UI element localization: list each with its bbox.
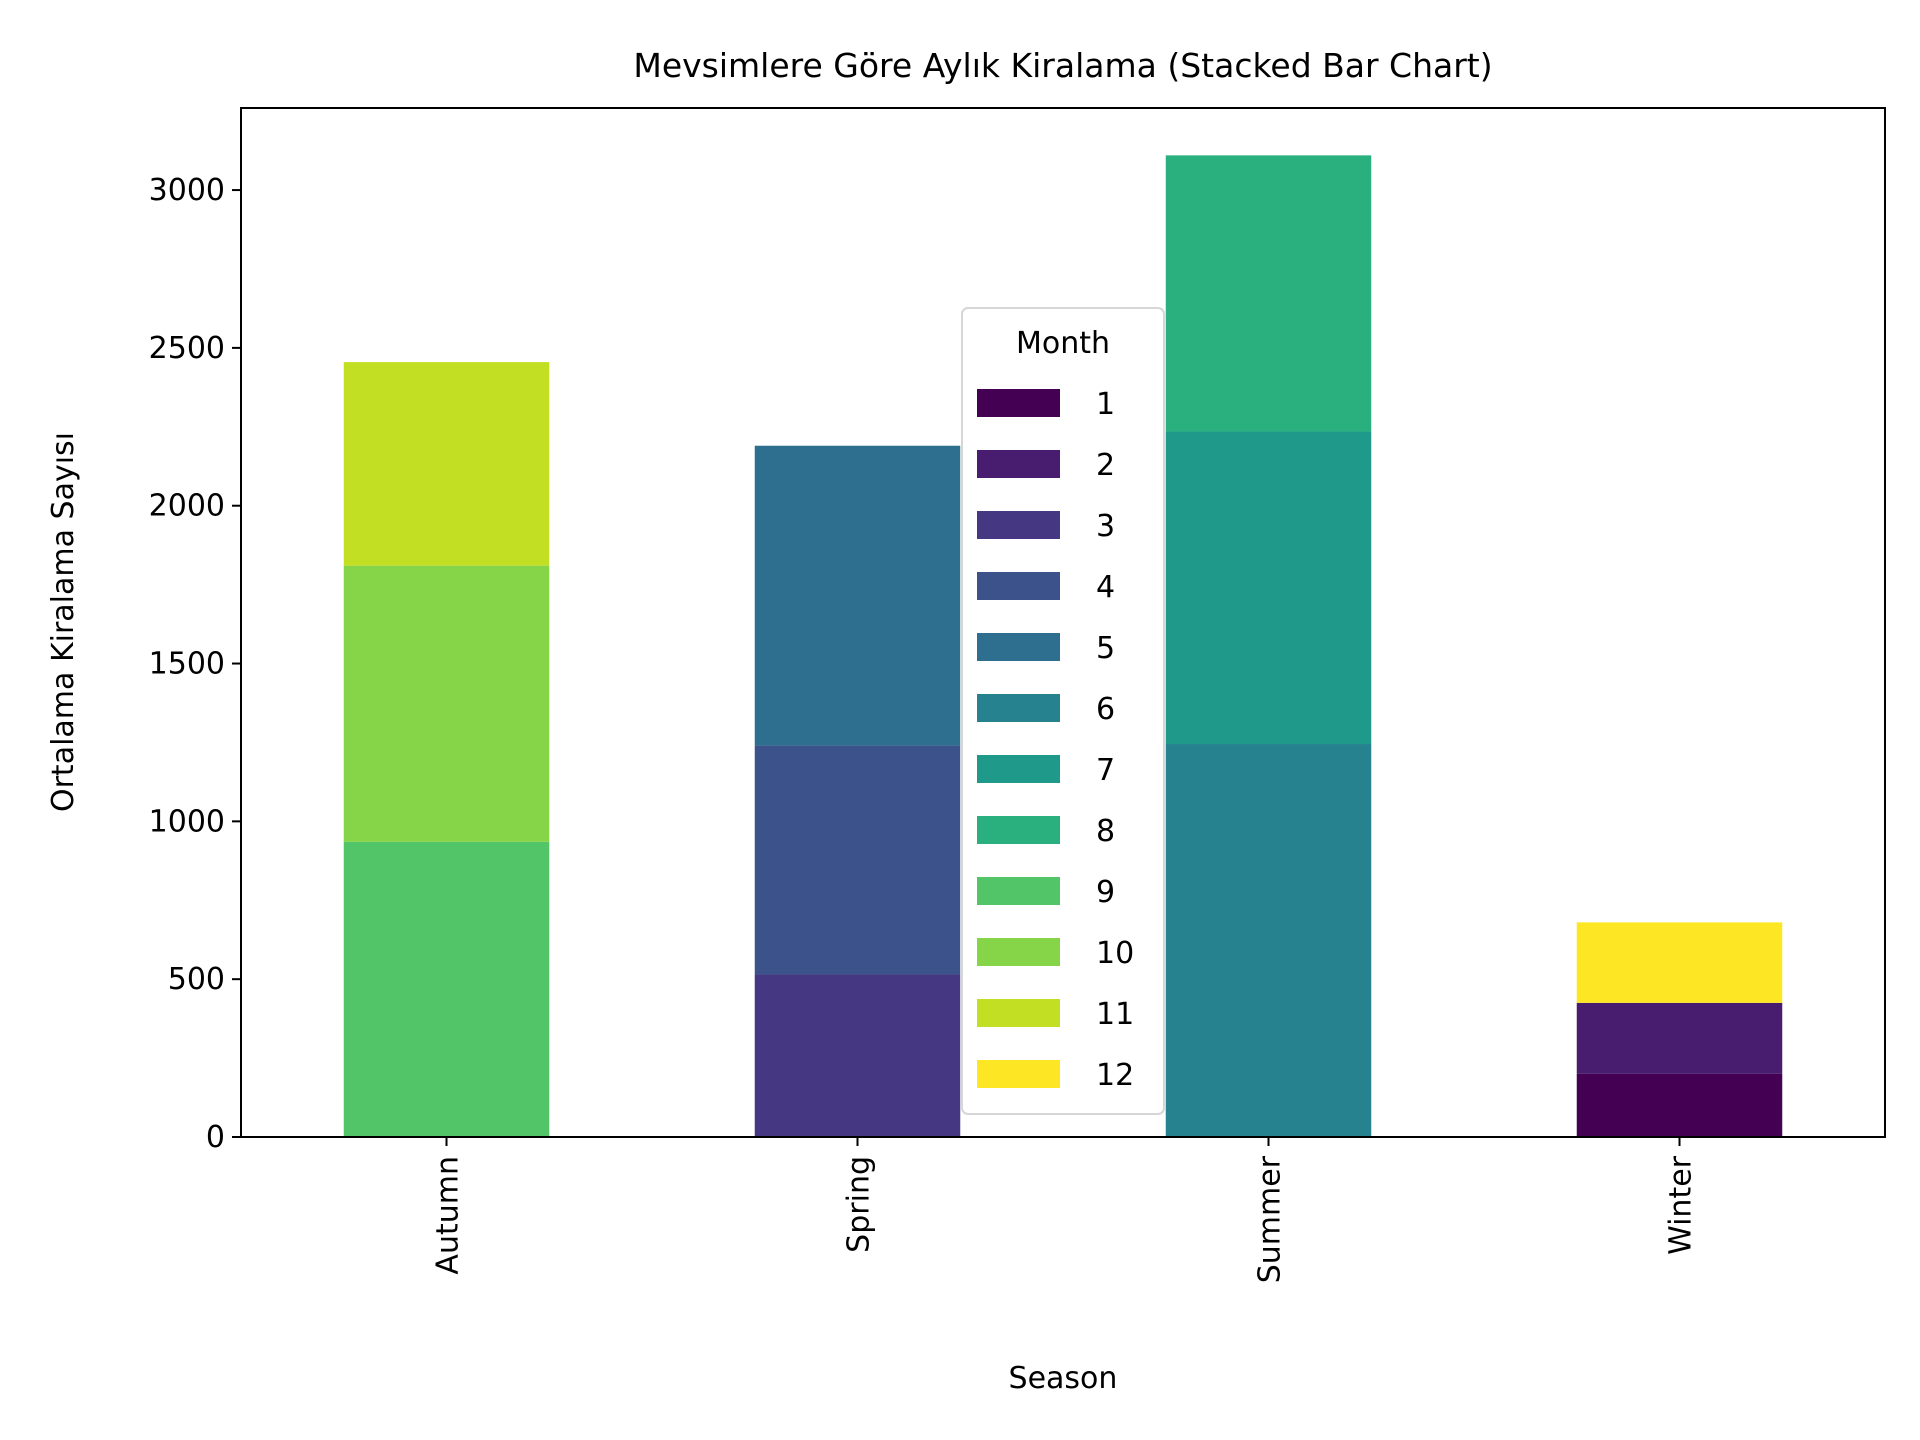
y-tick-label: 500 [168, 962, 225, 997]
legend-label-month-6: 6 [1096, 692, 1115, 727]
y-tick-label: 3000 [149, 173, 225, 208]
legend-swatch-month-4 [977, 572, 1060, 600]
legend-swatch-month-5 [977, 633, 1060, 661]
legend-label-month-2: 2 [1096, 448, 1115, 483]
y-axis-label: Ortalama Kiralama Sayısı [46, 432, 81, 812]
legend-frame [961, 307, 1165, 1115]
legend-label-month-7: 7 [1096, 753, 1115, 788]
legend-label-month-8: 8 [1096, 814, 1115, 849]
legend-swatch-month-7 [977, 755, 1060, 783]
legend-label-month-9: 9 [1096, 875, 1115, 910]
legend-swatch-month-12 [977, 1060, 1060, 1088]
legend-label-month-12: 12 [1096, 1058, 1134, 1093]
legend-label-month-10: 10 [1096, 936, 1134, 971]
bar-segment-autumn-month-9 [343, 841, 550, 1137]
y-tick-label: 1000 [149, 804, 225, 839]
x-tick-label: Summer [1253, 1155, 1288, 1283]
legend-swatch-month-8 [977, 816, 1060, 844]
y-tick-label: 1500 [149, 647, 225, 682]
bar-segment-autumn-month-11 [343, 362, 550, 566]
bar-segment-winter-month-12 [1576, 922, 1783, 1003]
bar-segment-summer-month-6 [1165, 744, 1372, 1137]
legend-swatch-month-10 [977, 938, 1060, 966]
y-tick-label: 2000 [149, 489, 225, 524]
bar-segment-autumn-month-10 [343, 565, 550, 842]
legend-label-month-5: 5 [1096, 631, 1115, 666]
legend-swatch-month-9 [977, 877, 1060, 905]
legend-swatch-month-11 [977, 999, 1060, 1027]
x-axis-label: Season [1009, 1361, 1118, 1396]
bar-segment-spring-month-4 [754, 745, 961, 975]
bars-layer [343, 155, 1783, 1137]
legend-swatch-month-2 [977, 450, 1060, 478]
legend-swatch-month-3 [977, 511, 1060, 539]
x-tick-label: Spring [842, 1156, 877, 1253]
bar-segment-winter-month-1 [1576, 1073, 1783, 1137]
legend-label-month-11: 11 [1096, 997, 1134, 1032]
x-tick-label: Winter [1664, 1155, 1699, 1255]
bar-segment-winter-month-2 [1576, 1002, 1783, 1074]
legend-swatch-month-1 [977, 389, 1060, 417]
legend-title: Month [1016, 326, 1110, 361]
bar-segment-summer-month-8 [1165, 155, 1372, 432]
plot-frame [240, 107, 1886, 1138]
x-tick-label: Autumn [431, 1156, 466, 1275]
legend-label-month-4: 4 [1096, 570, 1115, 605]
bar-segment-summer-month-7 [1165, 431, 1372, 745]
legend-label-month-3: 3 [1096, 509, 1115, 544]
legend-swatch-month-6 [977, 694, 1060, 722]
y-axis: 0 500 1000 1500 2000 2500 3000 [149, 173, 241, 1155]
legend-label-month-1: 1 [1096, 387, 1115, 422]
y-tick-label: 0 [206, 1120, 225, 1155]
y-tick-label: 2500 [149, 331, 225, 366]
x-axis: Autumn Spring Summer Winter [431, 1137, 1699, 1283]
bar-segment-spring-month-5 [754, 445, 961, 746]
bar-segment-spring-month-3 [754, 974, 961, 1137]
chart-title: Mevsimlere Göre Aylık Kiralama (Stacked … [633, 46, 1492, 85]
